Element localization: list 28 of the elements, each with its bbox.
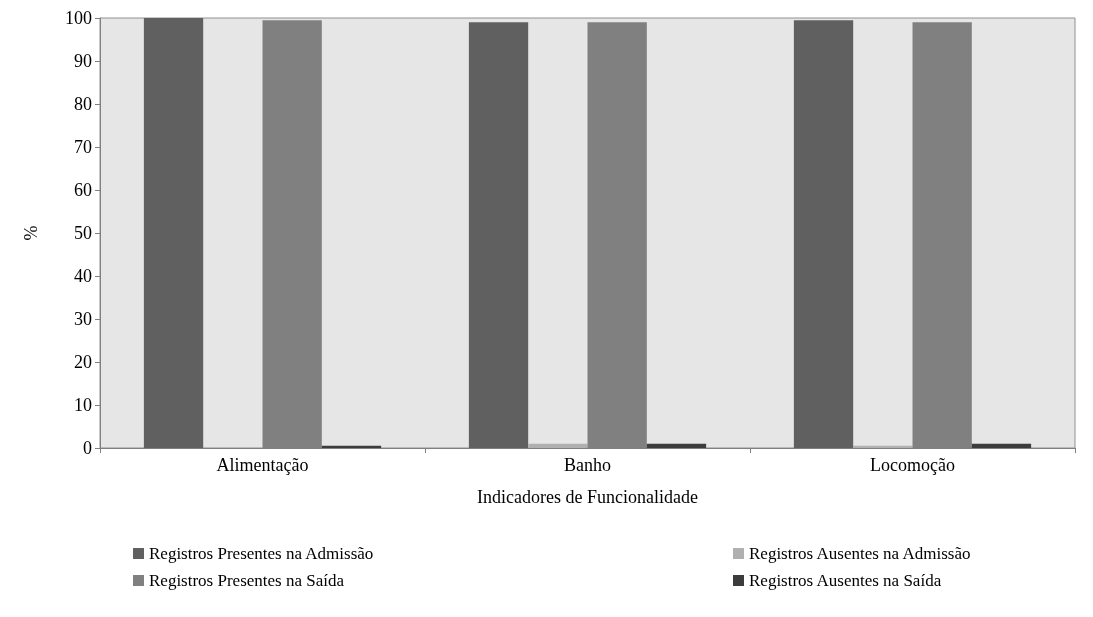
bar (853, 445, 913, 448)
bar (793, 20, 854, 448)
y-tick-label: 70 (74, 137, 92, 157)
legend-label: Registros Ausentes na Saída (749, 571, 942, 590)
x-tick-label: Locomoção (870, 455, 955, 475)
bar (646, 443, 707, 448)
y-axis-title: % (21, 225, 41, 241)
y-tick-label: 90 (74, 51, 92, 71)
bar (321, 445, 382, 448)
y-tick-label: 40 (74, 266, 92, 286)
x-tick-label: Alimentação (216, 455, 309, 475)
bar (528, 443, 588, 448)
legend-label: Registros Presentes na Admissão (149, 544, 374, 563)
y-tick-label: 60 (74, 180, 92, 200)
bar (143, 18, 204, 448)
x-axis-title: Indicadores de Funcionalidade (477, 487, 698, 507)
x-tick-label: Banho (564, 455, 611, 475)
y-tick-label: 100 (65, 8, 92, 28)
legend-label: Registros Presentes na Saída (149, 571, 345, 590)
y-tick-label: 0 (83, 438, 92, 458)
y-tick-label: 30 (74, 309, 92, 329)
bar (468, 22, 529, 448)
legend-label: Registros Ausentes na Admissão (749, 544, 971, 563)
y-tick-label: 10 (74, 395, 92, 415)
y-tick-label: 80 (74, 94, 92, 114)
bar (971, 443, 1032, 448)
y-tick-label: 50 (74, 223, 92, 243)
y-tick-label: 20 (74, 352, 92, 372)
